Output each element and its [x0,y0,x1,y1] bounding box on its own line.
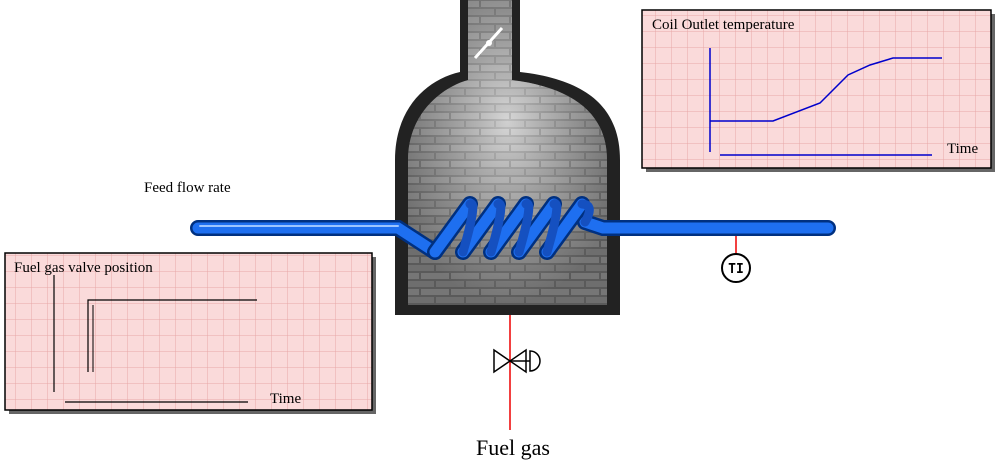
trend-line [710,57,942,122]
panel [4,252,373,411]
fuel-label: Fuel gas [476,435,550,460]
feed-label: Feed flow rate [144,180,231,196]
pipe [192,216,834,258]
coil [427,196,594,260]
panel [641,9,992,169]
trend-line [87,299,257,372]
trend-title: Coil Outlet temperature [652,17,795,33]
x-axis-label: Time [947,141,978,157]
trend-title: Fuel gas valve position [14,260,153,276]
damper-pivot [486,40,492,46]
indicator-bubble [721,253,751,283]
valve-trend: Fuel gas valve position Time [4,252,376,414]
furnace [395,0,620,315]
actuator [529,350,541,372]
outlet-trend: Coil Outlet temperature Time [641,9,995,172]
x-axis-label: Time [270,391,301,407]
feed-pipe [190,196,836,260]
indicator-tag: TI [728,262,744,277]
